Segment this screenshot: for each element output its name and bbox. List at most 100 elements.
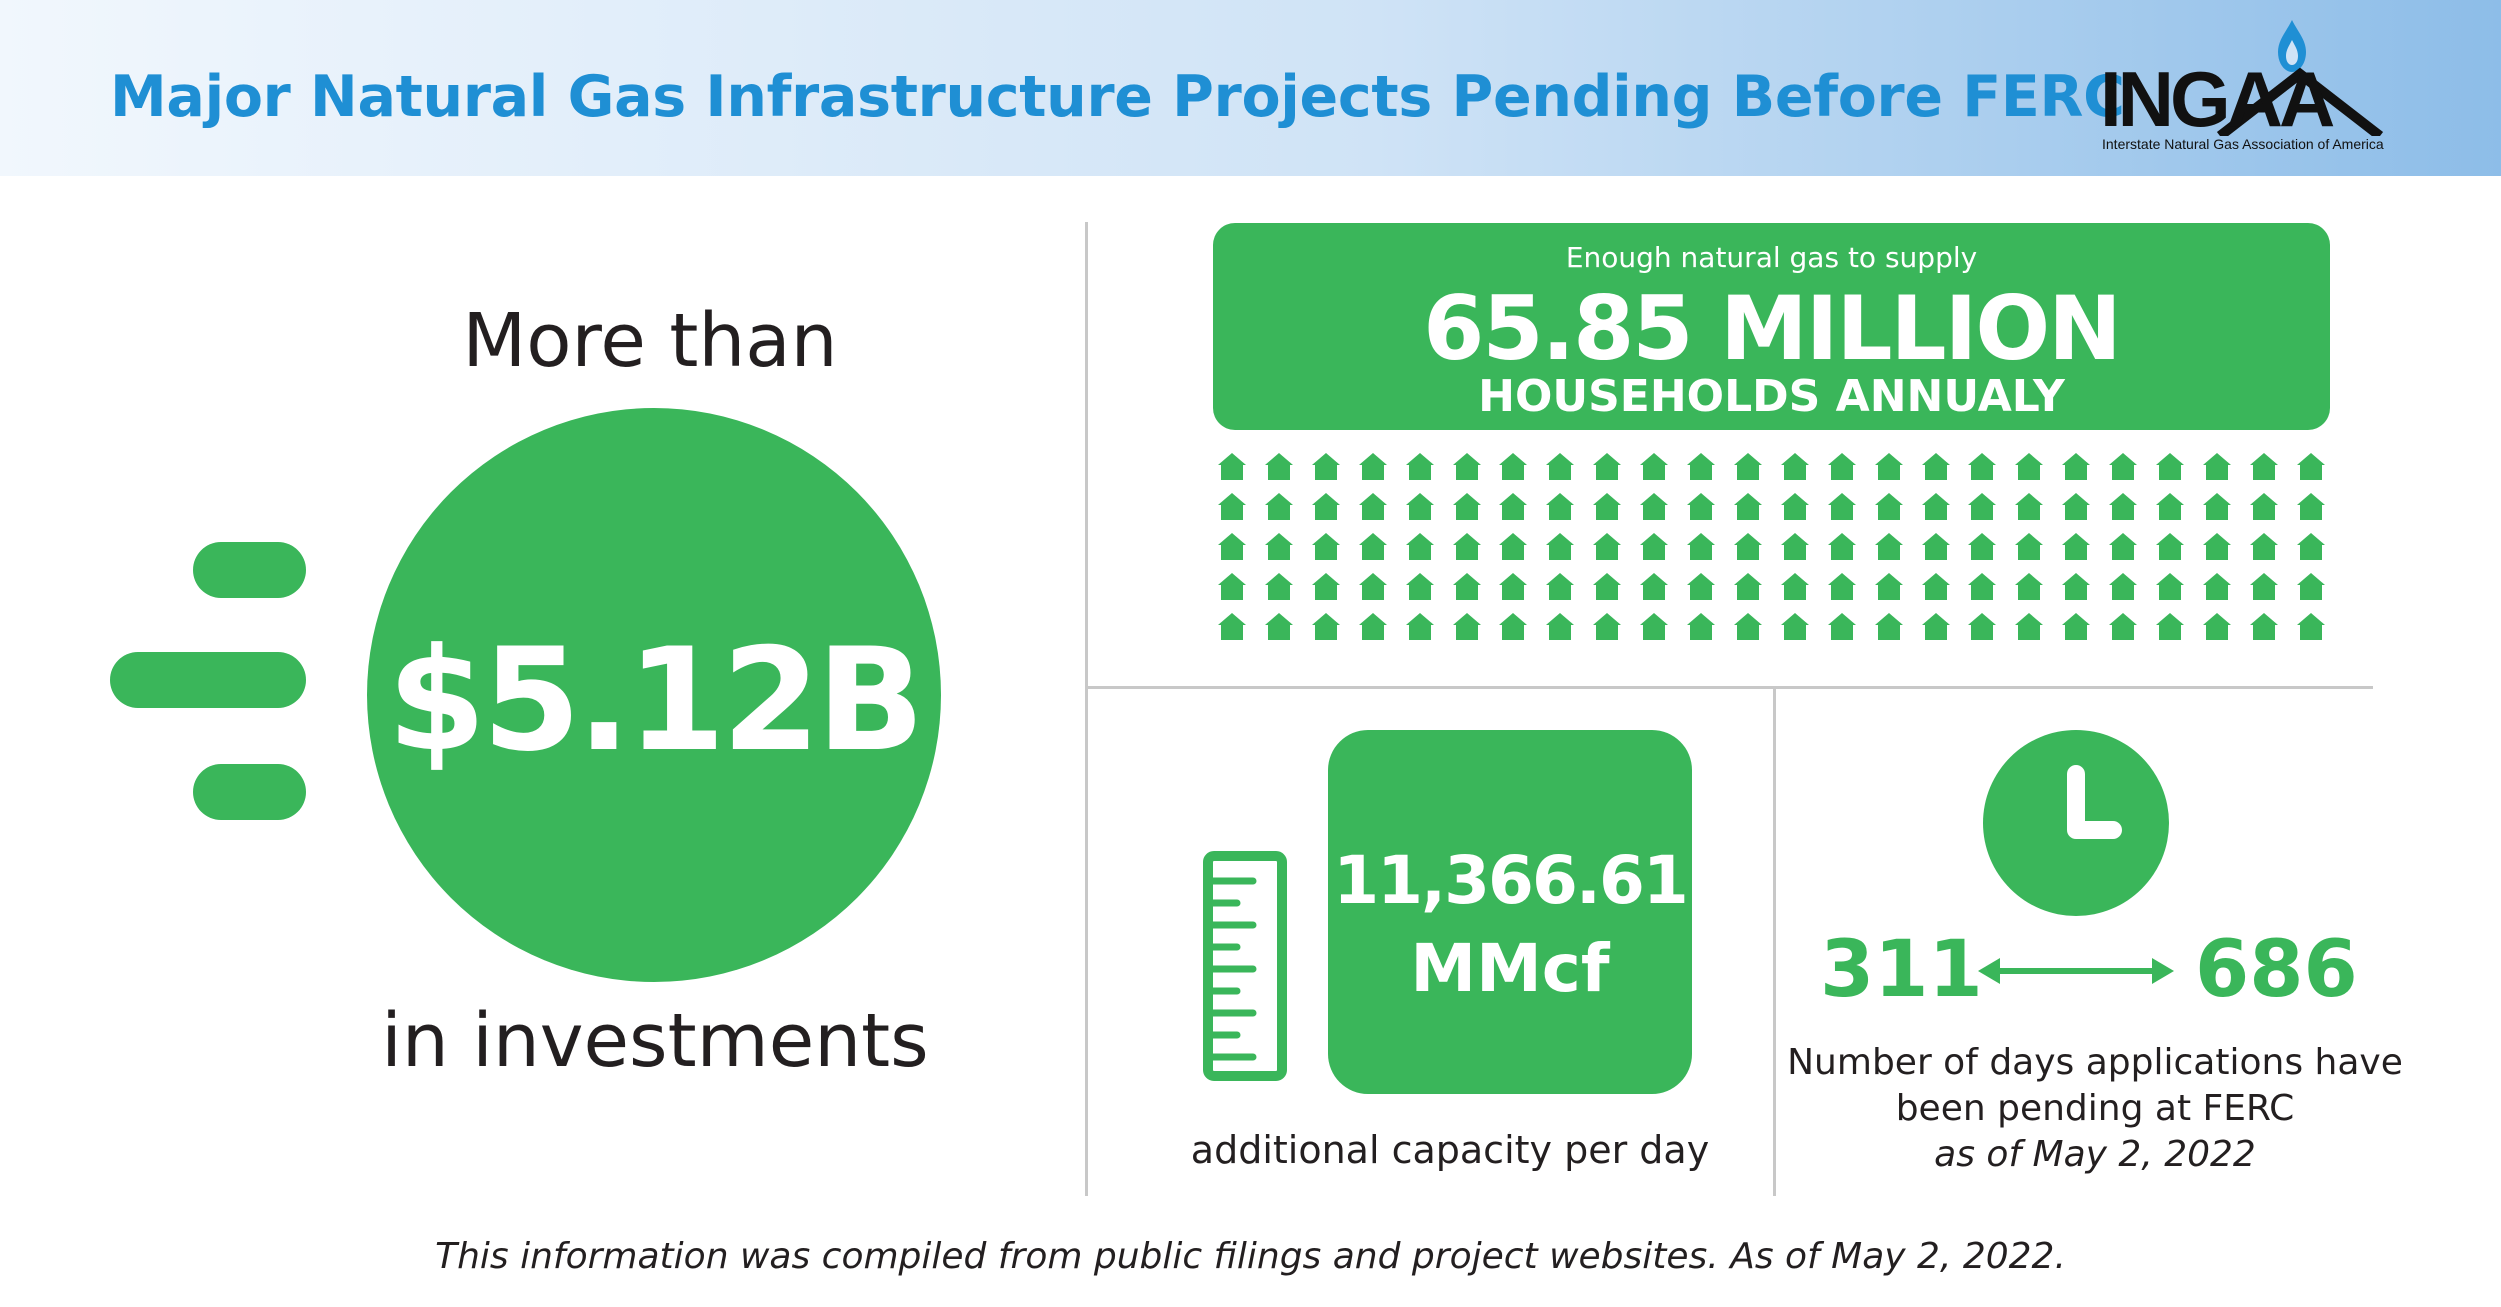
house-icon [2296,572,2326,601]
house-icon [1545,572,1575,601]
house-icon [1592,452,1622,481]
households-number: 65.85 MILLION [1423,277,2122,380]
house-icon [1264,572,1294,601]
house-icon [1967,572,1997,601]
house-icon [1358,532,1388,561]
house-icon [1217,612,1247,641]
households-banner: Enough natural gas to supply 65.85 MILLI… [1213,223,2330,430]
house-icon [2202,532,2232,561]
house-icon [1405,532,1435,561]
capacity-value: 11,366.61 [1333,842,1689,919]
house-icon [1921,572,1951,601]
investment-suffix: in investments [381,998,929,1084]
house-icon [1264,452,1294,481]
house-icon [2061,612,2091,641]
days-date: as of May 2, 2022 [1934,1134,2256,1175]
house-icon [1452,612,1482,641]
house-icon [2108,612,2138,641]
logo-wordmark: INGAA [2100,55,2335,143]
ingaa-logo: INGAA Interstate Natural Gas Association… [2050,18,2430,158]
house-icon [1545,612,1575,641]
house-icon [2014,492,2044,521]
house-icon [1686,532,1716,561]
households-supply-text: Enough natural gas to supply [1565,241,1978,274]
house-icon [2108,532,2138,561]
house-icon [1592,492,1622,521]
house-icon [1827,572,1857,601]
house-icon [1639,572,1669,601]
house-icon [1827,452,1857,481]
house-icon [1639,532,1669,561]
house-icon [1733,532,1763,561]
house-icon [1498,612,1528,641]
capacity-box: 11,366.61 MMcf [1328,730,1692,1094]
house-icon [1452,532,1482,561]
house-icon [2249,572,2279,601]
house-icon [2014,532,2044,561]
house-icon [1358,492,1388,521]
house-icon [2155,492,2185,521]
house-icon [1874,492,1904,521]
house-icon [1967,612,1997,641]
house-icon [2061,532,2091,561]
house-icon [1217,572,1247,601]
house-icon [1498,452,1528,481]
households-label: HOUSEHOLDS ANNUALY [1478,371,2065,422]
clock-icon [1983,730,2169,916]
double-arrow-icon [1978,958,2174,984]
house-icon [2249,532,2279,561]
house-icon [1311,612,1341,641]
house-icon [1358,452,1388,481]
house-icon [1639,492,1669,521]
house-icon [1780,612,1810,641]
house-icon [1498,532,1528,561]
house-icon [1686,572,1716,601]
header-banner: Major Natural Gas Infrastructure Project… [0,0,2501,176]
house-icon [2202,452,2232,481]
house-icon [1592,532,1622,561]
house-icon [2202,492,2232,521]
house-icon [1874,452,1904,481]
house-icon [1545,532,1575,561]
house-icon [1686,452,1716,481]
house-icon [2108,492,2138,521]
house-icon [2014,452,2044,481]
divider-horizontal [1087,686,2373,689]
capacity-unit: MMcf [1410,930,1610,1007]
house-icon [1264,612,1294,641]
house-icon [2155,452,2185,481]
house-icon [2202,572,2232,601]
flame-icon [2278,20,2306,72]
logo-subtitle: Interstate Natural Gas Association of Am… [2102,136,2384,152]
house-icon [2061,572,2091,601]
house-icon [2061,452,2091,481]
house-icon [2202,612,2232,641]
house-icon [1827,532,1857,561]
house-icon [1967,492,1997,521]
house-icon [1967,532,1997,561]
house-icon [1311,452,1341,481]
page-title: Major Natural Gas Infrastructure Project… [110,64,2125,130]
house-icon [1311,492,1341,521]
house-icon [1311,532,1341,561]
house-icon [1639,452,1669,481]
house-icon [2155,572,2185,601]
house-icon [2108,572,2138,601]
house-icon [1780,452,1810,481]
house-icon [1358,612,1388,641]
house-icon [2249,452,2279,481]
house-icon [1733,452,1763,481]
house-icon [1827,612,1857,641]
house-icon [1780,572,1810,601]
house-icon [1545,452,1575,481]
house-icon [1686,492,1716,521]
house-icon [1733,492,1763,521]
house-icon [1592,612,1622,641]
house-icon [1874,612,1904,641]
days-caption: Number of days applications have been pe… [1787,1042,2403,1129]
house-icon [1217,532,1247,561]
days-from: 311 [1820,925,1983,1015]
house-icon [2155,532,2185,561]
house-icon [1452,572,1482,601]
footer-note: This information was compiled from publi… [435,1236,2066,1277]
